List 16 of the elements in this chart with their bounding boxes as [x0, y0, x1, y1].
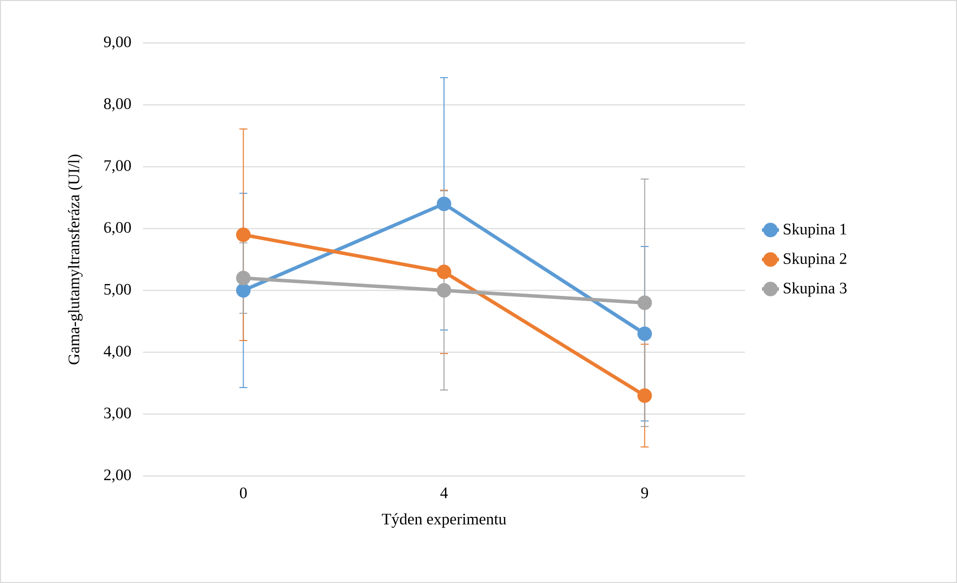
- legend-label: Skupina 1: [784, 223, 846, 238]
- y-tick-label: 7,00: [104, 160, 131, 174]
- x-tick-label: 0: [240, 488, 247, 498]
- y-tick-label: 4,00: [104, 346, 131, 359]
- y-tick-label: 6,00: [104, 222, 131, 236]
- legend-label: Skupina 2: [784, 252, 846, 268]
- y-tick-label: 3,00: [104, 408, 131, 421]
- legend-label: Skupina 3: [784, 282, 847, 297]
- x-axis-title: Týden experimentu: [382, 513, 506, 528]
- y-axis-title: Gama-glutamyltransferáza (UI/l): [68, 154, 83, 364]
- y-tick-label: 9,00: [104, 36, 131, 50]
- y-tick-label: 8,00: [104, 98, 131, 112]
- y-tick-label: 2,00: [104, 469, 131, 483]
- x-tick-label: 4: [440, 488, 448, 498]
- y-tick-label: 5,00: [104, 284, 131, 297]
- x-tick-label: 9: [641, 488, 648, 498]
